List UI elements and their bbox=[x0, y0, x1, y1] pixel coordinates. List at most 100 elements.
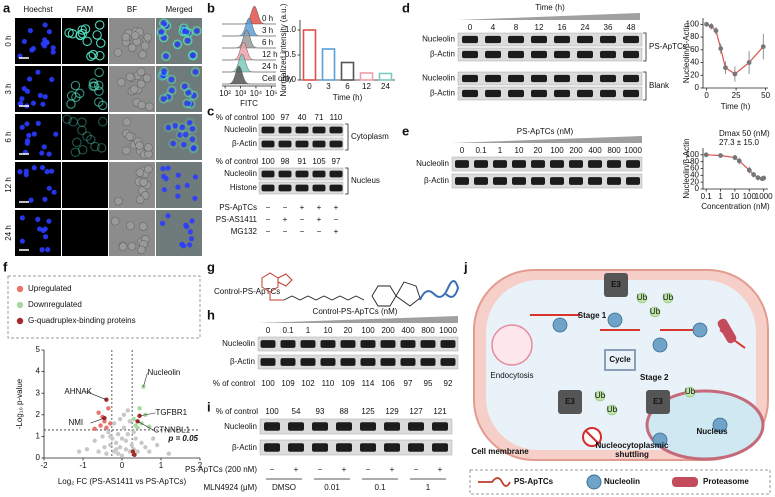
lane-label: 0 bbox=[460, 146, 465, 155]
x-tick-label: 25 bbox=[732, 91, 741, 100]
fam-ring bbox=[158, 94, 169, 104]
blot-band bbox=[340, 340, 356, 348]
column-header: FAM bbox=[77, 5, 94, 14]
legend-aptc bbox=[478, 477, 511, 487]
ub-bead bbox=[649, 306, 661, 318]
bf-cell bbox=[144, 143, 153, 152]
blot-band bbox=[508, 50, 524, 59]
fam-ring bbox=[82, 36, 92, 47]
x-tick-label: 10⁴ bbox=[250, 89, 263, 98]
fam-ring bbox=[96, 143, 107, 153]
blot-band bbox=[261, 184, 275, 192]
treatment-sign: − bbox=[283, 203, 288, 212]
fam-ring bbox=[75, 30, 85, 41]
y-tick-label: 100 bbox=[686, 19, 700, 28]
nucleus-dot bbox=[181, 142, 187, 148]
micrograph bbox=[62, 162, 108, 208]
nucleus-dot bbox=[42, 196, 48, 202]
nucleus-dot bbox=[172, 123, 178, 129]
fam-ring bbox=[188, 143, 199, 154]
nucleus-dot bbox=[185, 90, 192, 96]
treatment-sign: − bbox=[266, 203, 271, 212]
group-label: 0.01 bbox=[324, 483, 340, 492]
panel-label: e bbox=[402, 123, 409, 138]
band-label: β-Actin bbox=[430, 50, 455, 59]
fam-ring bbox=[95, 38, 106, 48]
lane-label: 100 bbox=[361, 326, 375, 335]
data-point bbox=[131, 416, 136, 422]
blot-band bbox=[384, 443, 400, 452]
bf-cell bbox=[135, 168, 145, 177]
fam-ring bbox=[70, 80, 81, 91]
percent-value: 102 bbox=[301, 379, 315, 388]
x-tick-label: 24 bbox=[381, 82, 390, 91]
band-label: β-Actin bbox=[232, 139, 257, 148]
nucleus-dot bbox=[31, 131, 37, 137]
blot-band bbox=[577, 50, 593, 59]
blot-band bbox=[440, 358, 456, 366]
nucleus-dot bbox=[163, 53, 169, 59]
x-tick-label: 1 bbox=[159, 461, 164, 470]
annotation: Dmax 50 (nM) bbox=[719, 129, 770, 138]
percent-value: 54 bbox=[292, 407, 301, 416]
data-point bbox=[121, 412, 127, 417]
treatment-sign: + bbox=[300, 203, 305, 212]
fam-ring bbox=[166, 74, 177, 85]
row-label: % of control bbox=[216, 407, 258, 416]
blot-band bbox=[577, 74, 593, 83]
bf-cell bbox=[113, 48, 123, 57]
treatment-sign: − bbox=[300, 227, 305, 236]
fam-ring bbox=[187, 123, 198, 134]
fam-ring bbox=[158, 18, 169, 28]
percent-value: 129 bbox=[385, 407, 399, 416]
row-label: % of control bbox=[216, 113, 258, 122]
y-tick-label: 4 bbox=[36, 367, 41, 376]
treatment-sign: + bbox=[317, 203, 322, 212]
x-tick-label: 12 bbox=[362, 82, 371, 91]
diagram-label: Cell membrane bbox=[471, 447, 529, 456]
data-point bbox=[92, 426, 97, 432]
nucleus-dot bbox=[183, 28, 189, 35]
nucleus-dot bbox=[53, 131, 59, 137]
density-curve bbox=[222, 53, 276, 73]
percent-value: 97 bbox=[404, 379, 413, 388]
nucleolin-icon bbox=[712, 417, 728, 433]
blot-band bbox=[380, 340, 396, 348]
row-label: % of control bbox=[216, 157, 258, 166]
nucleus-dot bbox=[174, 41, 181, 47]
nucleus-dot bbox=[24, 138, 31, 144]
ub-bead bbox=[636, 292, 648, 304]
band-label: Nucleolin bbox=[416, 159, 449, 168]
e3-box bbox=[604, 273, 628, 297]
data-point bbox=[113, 440, 119, 446]
blot-band bbox=[577, 35, 593, 44]
row-label: 0 h bbox=[4, 35, 13, 46]
nucleus-dot bbox=[46, 29, 53, 35]
legend-label: 3 h bbox=[262, 26, 273, 35]
data-point bbox=[108, 434, 113, 439]
data-point bbox=[127, 419, 132, 424]
bf-cell bbox=[126, 221, 135, 231]
nucleus-dot bbox=[194, 28, 200, 34]
treatment-sign: − bbox=[266, 227, 271, 236]
fam-ring bbox=[90, 141, 100, 152]
lane-label: 1000 bbox=[624, 146, 642, 155]
bf-cell bbox=[136, 67, 146, 77]
percent-value: 93 bbox=[316, 407, 325, 416]
band-label: Nucleolin bbox=[224, 125, 257, 134]
micrograph bbox=[62, 18, 108, 64]
bf-cell bbox=[110, 216, 120, 226]
data-point bbox=[125, 408, 131, 413]
group-label: Blank bbox=[649, 81, 670, 90]
bf-cell bbox=[125, 132, 135, 141]
legend-label: PS-ApTCs bbox=[514, 477, 554, 486]
panel-label: f bbox=[3, 259, 8, 274]
data-point bbox=[106, 406, 111, 411]
nucleus-dot bbox=[179, 124, 185, 130]
treatment-sign: + bbox=[334, 203, 339, 212]
legend-label: G-quadruplex-binding proteins bbox=[28, 316, 136, 325]
blot-band bbox=[408, 422, 424, 431]
data-point bbox=[115, 451, 121, 456]
leader bbox=[143, 372, 148, 387]
fam-ring bbox=[62, 114, 72, 124]
